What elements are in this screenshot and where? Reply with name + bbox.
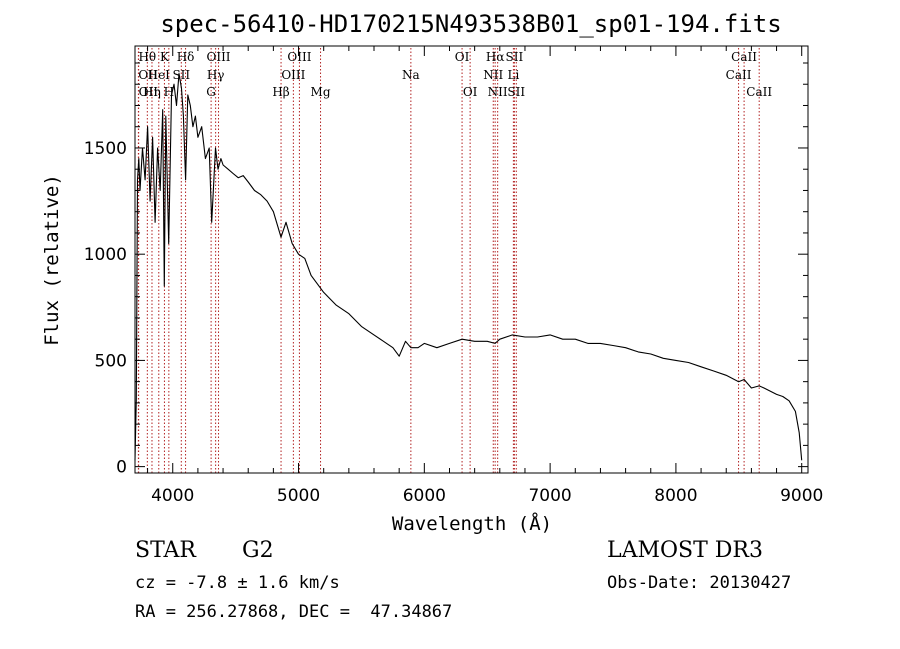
line-label-nii: NII: [483, 68, 503, 82]
x-tick-label: 8000: [654, 486, 697, 506]
line-label-sii: SII: [507, 85, 525, 99]
line-label-h: H: [164, 85, 174, 99]
chart-title: spec-56410-HD170215N493538B01_sp01-194.f…: [160, 10, 781, 38]
y-tick-label: 1500: [84, 139, 127, 159]
line-label-sii: SII: [172, 68, 190, 82]
spectral-class: STAR: [135, 538, 196, 563]
line-markers: [137, 48, 760, 473]
axes: 4000 5000 6000 7000 8000 9000 0 500 1000 1500: [84, 45, 823, 506]
x-tick-label: 6000: [403, 486, 446, 506]
line-label-hθ: Hθ: [138, 50, 156, 64]
line-label-hγ: Hγ: [207, 68, 225, 82]
x-tick-label: 4000: [151, 486, 194, 506]
line-label-caii: CaII: [726, 68, 752, 82]
line-label-oii: OII: [138, 68, 158, 82]
line-label-nii: NII: [488, 85, 508, 99]
series-spectrum: [134, 73, 803, 461]
line-label-oiii: OIII: [287, 50, 311, 64]
line-label-li: Li: [507, 68, 519, 82]
observation-date: Obs-Date: 20130427: [607, 573, 792, 593]
y-tick-label: 500: [95, 351, 127, 371]
line-label-caii: CaII: [731, 50, 757, 64]
redshift-cz: cz = -7.8 ± 1.6 km/s: [135, 573, 340, 593]
x-tick-label: 5000: [277, 486, 320, 506]
coordinates: RA = 256.27868, DEC = 47.34867: [135, 602, 453, 622]
y-axis-label: Flux (relative): [41, 174, 63, 346]
line-label-hβ: Hβ: [272, 85, 289, 99]
line-label-hδ: Hδ: [177, 50, 195, 64]
line-label-hα: Hα: [486, 50, 505, 64]
y-tick-label: 1000: [84, 245, 127, 265]
line-label-oi: OI: [455, 50, 470, 64]
line-label-oi: OI: [463, 85, 478, 99]
spectral-subclass: G2: [242, 538, 274, 563]
line-label-oiii: OIII: [281, 68, 305, 82]
line-label-mg: Mg: [311, 85, 331, 99]
line-label-sii: SII: [506, 50, 524, 64]
line-label-k: K: [160, 50, 170, 64]
line-label-hη: Hη: [143, 85, 161, 99]
x-tick-label: 9000: [780, 486, 823, 506]
line-label-na: Na: [402, 68, 420, 82]
y-tick-label: 0: [116, 458, 127, 478]
x-axis-label: Wavelength (Å): [392, 512, 552, 535]
line-label-caii: CaII: [746, 85, 772, 99]
line-label-hei: HeI: [148, 68, 171, 82]
plot-frame: [134, 45, 809, 474]
spectrum-series: [134, 73, 803, 461]
line-label-oii: OII: [139, 85, 159, 99]
line-label-g: G: [206, 85, 216, 99]
survey-name: LAMOST DR3: [607, 538, 763, 563]
line-label-oiii: OIII: [206, 50, 230, 64]
x-tick-label: 7000: [528, 486, 571, 506]
